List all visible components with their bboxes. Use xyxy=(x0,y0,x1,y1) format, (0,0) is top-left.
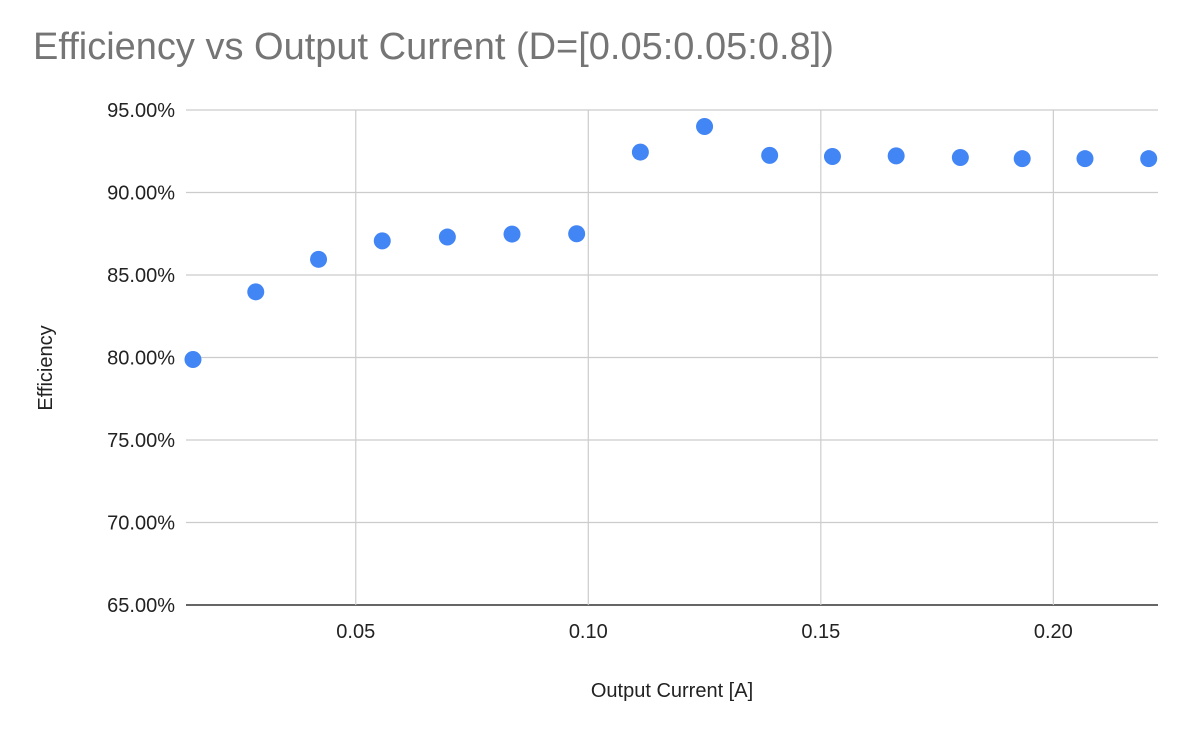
x-tick-label: 0.15 xyxy=(801,621,840,643)
data-point xyxy=(1013,150,1031,168)
x-tick-label: 0.05 xyxy=(336,621,375,643)
data-point xyxy=(631,143,649,161)
data-point xyxy=(184,350,202,368)
x-axis-title: Output Current [A] xyxy=(591,680,753,702)
y-tick-label: 85.00% xyxy=(107,265,175,287)
data-point xyxy=(503,225,521,243)
x-tick-label: 0.10 xyxy=(569,621,608,643)
tick-labels: 65.00% 70.00% 75.00% 80.00% 85.00% 90.00% 95.0… xyxy=(107,100,1073,643)
y-tick-label: 75.00% xyxy=(107,430,175,452)
x-tick-label: 0.20 xyxy=(1034,621,1073,643)
data-point xyxy=(951,149,969,167)
y-tick-label: 90.00% xyxy=(107,183,175,205)
data-point xyxy=(761,146,779,164)
data-point xyxy=(696,118,714,135)
data-points xyxy=(184,118,1158,368)
y-axis-title: Efficiency xyxy=(35,325,57,410)
data-point xyxy=(438,228,456,246)
data-point xyxy=(247,283,265,301)
data-point xyxy=(568,225,586,243)
data-point xyxy=(373,232,391,250)
data-point xyxy=(887,147,905,165)
chart-title: Efficiency vs Output Current (D=[0.05:0.… xyxy=(33,26,834,68)
data-point xyxy=(823,148,841,166)
y-tick-label: 95.00% xyxy=(107,100,175,122)
y-tick-label: 65.00% xyxy=(107,595,175,617)
y-tick-label: 70.00% xyxy=(107,513,175,535)
y-tick-label: 80.00% xyxy=(107,348,175,370)
data-point xyxy=(1076,150,1094,168)
grid-lines xyxy=(186,109,1158,606)
data-point xyxy=(1140,150,1158,168)
data-point xyxy=(310,250,328,268)
